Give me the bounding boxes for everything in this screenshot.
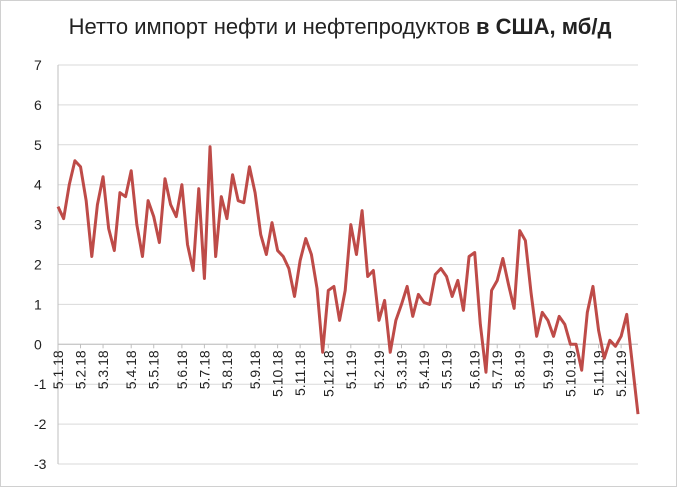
x-tick-label: 5.10.19 [562, 350, 578, 397]
x-tick-label: 5.1.18 [50, 350, 66, 389]
series-line [56, 145, 640, 415]
y-tick-label: 6 [34, 97, 42, 113]
x-tick-label: 5.2.19 [371, 350, 387, 389]
title-main: Нетто импорт нефти и нефтепродуктов [69, 14, 470, 39]
x-tick-label: 5.5.18 [146, 350, 162, 389]
x-tick-label: 5.10.18 [270, 350, 286, 397]
y-tick-label: 4 [34, 177, 42, 193]
x-tick-label: 5.7.18 [196, 350, 212, 389]
y-tick-label: 5 [34, 137, 42, 153]
x-tick-label: 5.12.18 [320, 350, 336, 397]
x-tick-label: 5.9.19 [540, 350, 556, 389]
title-bold: в США, мб/д [476, 14, 611, 39]
x-tick-label: 5.11.19 [591, 350, 607, 396]
x-tick-label: 5.1.19 [343, 350, 359, 389]
y-tick-label: -3 [34, 456, 47, 472]
x-tick-label: 5.8.18 [219, 350, 235, 389]
x-tick-label: 5.5.19 [439, 350, 455, 389]
chart-title: Нетто импорт нефти и нефтепродуктов в США… [69, 14, 612, 39]
x-tick-label: 5.9.18 [247, 350, 263, 389]
x-tick-label: 5.8.19 [512, 350, 528, 389]
x-tick-label: 5.2.18 [73, 350, 89, 389]
y-tick-label: -2 [34, 416, 47, 432]
x-tick-label: 5.12.19 [613, 350, 629, 397]
x-tick-label: 5.7.19 [489, 350, 505, 389]
x-tick-label: 5.6.19 [467, 350, 483, 389]
y-tick-label: 1 [34, 296, 42, 312]
x-tick-label: 5.4.18 [123, 350, 139, 389]
x-tick-label: 5.3.18 [95, 350, 111, 389]
y-tick-label: 3 [34, 217, 42, 233]
y-tick-label: -1 [34, 376, 47, 392]
x-tick-label: 5.11.18 [292, 350, 308, 396]
x-tick-label: 5.6.18 [174, 350, 190, 389]
x-tick-label: 5.3.19 [393, 350, 409, 389]
x-tick-label: 5.4.19 [416, 350, 432, 389]
y-tick-label: 0 [34, 336, 42, 352]
y-tick-label: 7 [34, 57, 42, 73]
y-tick-label: 2 [34, 257, 42, 273]
